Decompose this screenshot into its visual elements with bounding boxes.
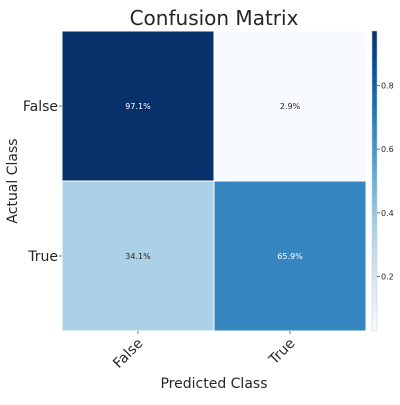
heatmap-cell-1-1: [213, 180, 367, 332]
x-tick-label-1: True: [265, 336, 298, 369]
colorbar-tick-label-0: 0.2: [381, 273, 394, 282]
y-axis-ticks: False True: [23, 99, 62, 265]
heatmap-cell-0-1: [213, 30, 367, 182]
heatmap-cells: [61, 30, 367, 332]
y-tick-label-1: True: [27, 249, 58, 265]
colorbar-tick-label-2: 0.6: [381, 145, 394, 154]
colorbar-tick-label-1: 0.4: [381, 209, 394, 218]
heatmap-cell-labels: 97.1% 2.9% 34.1% 65.9%: [125, 102, 303, 261]
chart-title: Confusion Matrix: [130, 6, 299, 30]
heatmap-cell-0-0: [61, 30, 215, 182]
cell-label-0-0: 97.1%: [125, 102, 151, 111]
cell-label-1-0: 34.1%: [125, 252, 151, 261]
colorbar: [371, 30, 378, 332]
cell-label-0-1: 2.9%: [280, 102, 301, 111]
y-tick-label-0: False: [23, 99, 58, 115]
colorbar-tick-label-3: 0.8: [381, 81, 394, 90]
heatmap-cell-1-0: [61, 180, 215, 332]
x-axis-ticks: False True: [110, 331, 298, 372]
cell-label-1-1: 65.9%: [277, 252, 303, 261]
x-tick-label-0: False: [110, 336, 146, 372]
y-axis-label: Actual Class: [5, 138, 21, 223]
x-axis-label: Predicted Class: [160, 376, 267, 392]
colorbar-ticks: 0.2 0.4 0.6 0.8: [377, 81, 394, 282]
